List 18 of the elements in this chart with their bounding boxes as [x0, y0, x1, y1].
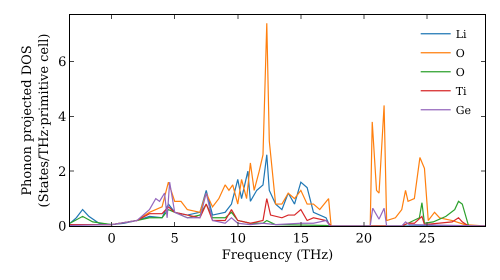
x-tick-label: 5: [170, 232, 179, 247]
x-axis-title: Frequency (THz): [222, 248, 334, 264]
y-tick-label: 0: [58, 220, 66, 235]
y-axis-title: Phonon projected DOS (States/THz·primitive cell): [20, 33, 52, 208]
y-tick-label: 2: [58, 164, 66, 180]
legend-label: Ge: [456, 104, 471, 118]
legend-label: O: [456, 66, 465, 80]
x-tick-label: 0: [107, 232, 116, 247]
x-tick-label: 20: [356, 232, 372, 247]
y-tick-label: 4: [58, 110, 66, 125]
line-series: [70, 182, 485, 226]
legend-label: Ti: [456, 85, 468, 98]
legend-label: O: [456, 47, 465, 60]
x-tick-label: 25: [418, 232, 436, 247]
y-tick-label: 6: [58, 55, 66, 70]
x-tick-label: 10: [229, 232, 246, 247]
legend-label: Li: [456, 28, 468, 42]
x-tick-label: 15: [292, 232, 310, 247]
